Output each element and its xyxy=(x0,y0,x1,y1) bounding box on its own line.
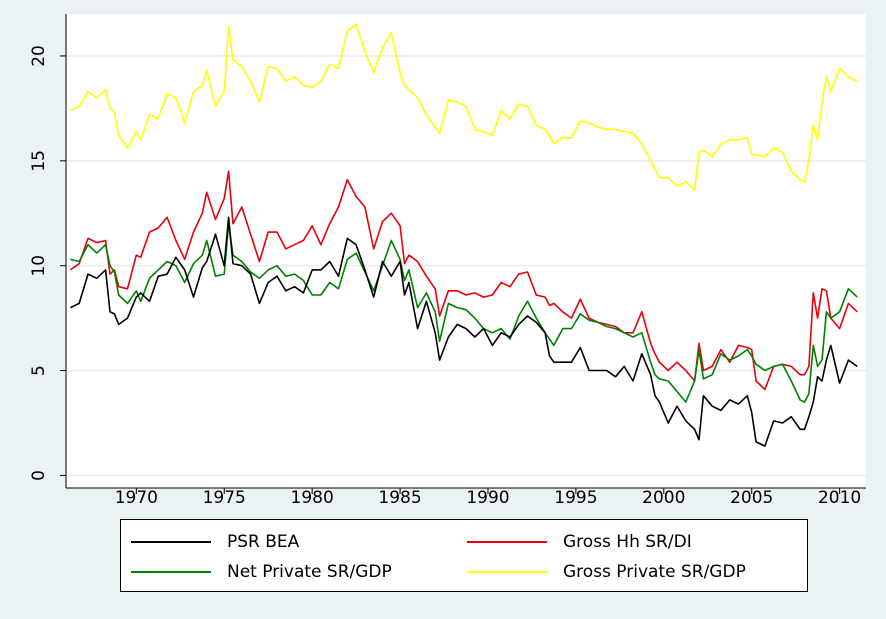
legend-label-gross-hh: Gross Hh SR/DI xyxy=(563,532,692,552)
series-line-2 xyxy=(70,222,858,403)
x-tick-label-2005: 2005 xyxy=(730,488,773,508)
legend: PSR BEA Gross Hh SR/DI Net Private SR/GD… xyxy=(120,519,808,592)
plot-area xyxy=(66,14,866,488)
x-tick-label-1970: 1970 xyxy=(115,488,158,508)
gridlines xyxy=(66,55,866,477)
x-tick-label-2000: 2000 xyxy=(642,488,685,508)
legend-item-net-private: Net Private SR/GDP xyxy=(131,559,392,585)
x-tick-label-1990: 1990 xyxy=(466,488,509,508)
legend-label-net-private: Net Private SR/GDP xyxy=(227,562,392,582)
series-lines xyxy=(69,23,858,447)
series-line-3 xyxy=(70,23,858,191)
y-tick-label-5: 5 xyxy=(29,365,49,376)
legend-swatch-gross-hh xyxy=(467,541,547,543)
legend-item-gross-private: Gross Private SR/GDP xyxy=(467,559,746,585)
y-tick-label-15: 15 xyxy=(29,150,49,172)
legend-label-psr-bea: PSR BEA xyxy=(227,532,300,552)
legend-item-gross-hh: Gross Hh SR/DI xyxy=(467,529,692,555)
y-tick-label-0: 0 xyxy=(29,470,49,481)
legend-swatch-net-private xyxy=(131,571,211,573)
legend-item-psr-bea: PSR BEA xyxy=(131,529,299,555)
legend-swatch-psr-bea xyxy=(131,541,211,543)
x-tick-label-1995: 1995 xyxy=(554,488,597,508)
series-line-0 xyxy=(70,216,858,447)
x-tick-label-1975: 1975 xyxy=(203,488,246,508)
x-tick-label-1980: 1980 xyxy=(291,488,334,508)
series-line-1 xyxy=(69,170,858,391)
x-tick-label-1985: 1985 xyxy=(378,488,421,508)
axes: 0 5 10 15 20 1970 1975 1980 1985 1990 1995 2000 2005… xyxy=(29,14,866,508)
legend-swatch-gross-private xyxy=(467,571,547,573)
y-tick-label-20: 20 xyxy=(29,45,49,67)
x-tick-label-2010: 2010 xyxy=(818,488,861,508)
legend-label-gross-private: Gross Private SR/GDP xyxy=(563,562,746,582)
y-tick-label-10: 10 xyxy=(29,255,49,277)
